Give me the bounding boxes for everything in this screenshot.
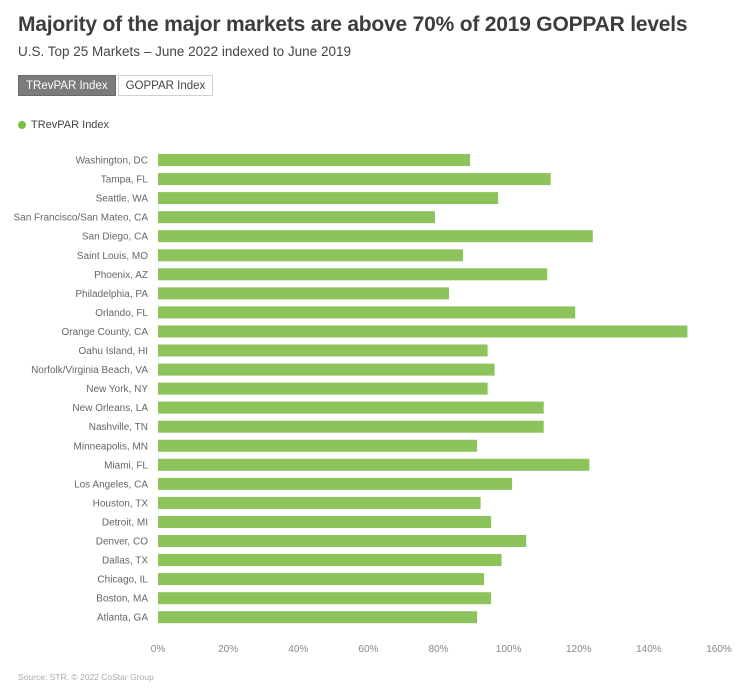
bar-24[interactable] <box>158 611 478 624</box>
bar-18[interactable] <box>158 496 481 509</box>
bar-11[interactable] <box>158 363 495 376</box>
x-tick-label-6: 120% <box>566 644 592 655</box>
x-tick-label-3: 60% <box>358 644 378 655</box>
category-label-10: Oahu Island, HI <box>79 346 148 357</box>
legend-dot-icon <box>18 121 26 129</box>
category-label-8: Orlando, FL <box>95 308 148 319</box>
category-label-14: Nashville, TN <box>89 422 148 433</box>
x-axis-tick-labels: 0% 20% 40% 60% 80% 100% 120% 140% 160% <box>151 644 732 655</box>
bar-7[interactable] <box>158 287 449 300</box>
x-tick-label-0: 0% <box>151 644 166 655</box>
category-label-20: Denver, CO <box>96 537 148 548</box>
index-toggle: TRevPAR Index GOPPAR Index <box>18 75 215 96</box>
category-label-3: San Francisco/San Mateo, CA <box>13 213 148 224</box>
category-label-22: Chicago, IL <box>97 575 148 586</box>
bar-12[interactable] <box>158 382 488 395</box>
category-label-11: Norfolk/Virginia Beach, VA <box>31 365 148 376</box>
x-tick-label-1: 20% <box>218 644 238 655</box>
category-label-19: Detroit, MI <box>102 518 148 529</box>
source-note: Source: STR. © 2022 CoStar Group <box>18 672 154 682</box>
goppar-index-button[interactable]: GOPPAR Index <box>117 75 214 96</box>
x-tick-label-2: 40% <box>288 644 308 655</box>
x-tick-label-7: 140% <box>636 644 662 655</box>
bar-8[interactable] <box>158 306 576 319</box>
bar-4[interactable] <box>158 230 593 243</box>
chart-title: Majority of the major markets are above … <box>18 13 688 36</box>
legend-label: TRevPAR Index <box>31 119 110 131</box>
category-label-9: Orange County, CA <box>61 327 148 338</box>
bar-22[interactable] <box>158 573 485 586</box>
category-label-5: Saint Louis, MO <box>77 251 148 262</box>
bar-3[interactable] <box>158 211 435 224</box>
x-tick-label-4: 80% <box>428 644 448 655</box>
bar-23[interactable] <box>158 592 492 605</box>
bar-5[interactable] <box>158 249 463 262</box>
chart-subtitle: U.S. Top 25 Markets – June 2022 indexed … <box>18 44 351 59</box>
category-label-17: Los Angeles, CA <box>74 479 148 490</box>
bar-15[interactable] <box>158 439 478 452</box>
bar-16[interactable] <box>158 458 590 471</box>
category-label-6: Phoenix, AZ <box>94 270 148 281</box>
category-label-2: Seattle, WA <box>96 194 149 205</box>
category-label-23: Boston, MA <box>96 594 148 605</box>
bar-17[interactable] <box>158 477 513 490</box>
bar-19[interactable] <box>158 516 492 528</box>
category-label-7: Philadelphia, PA <box>75 289 148 300</box>
bar-9[interactable] <box>158 325 688 338</box>
category-label-16: Miami, FL <box>104 460 148 471</box>
x-tick-label-5: 100% <box>496 644 522 655</box>
bar-2[interactable] <box>158 192 499 205</box>
category-label-18: Houston, TX <box>93 498 149 509</box>
category-label-0: Washington, DC <box>76 156 148 167</box>
bar-13[interactable] <box>158 401 544 414</box>
bar-6[interactable] <box>158 268 548 281</box>
bars-group <box>158 154 688 624</box>
category-labels: Washington, DC Tampa, FL Seattle, WA San Fr… <box>13 156 148 624</box>
bar-21[interactable] <box>158 554 502 566</box>
bar-1[interactable] <box>158 173 551 186</box>
category-label-12: New York, NY <box>86 384 148 395</box>
category-label-15: Minneapolis, MN <box>74 441 148 452</box>
category-label-24: Atlanta, GA <box>97 613 148 624</box>
bar-10[interactable] <box>158 344 488 357</box>
bar-0[interactable] <box>158 154 471 166</box>
trevpar-index-button[interactable]: TRevPAR Index <box>18 75 116 96</box>
bar-20[interactable] <box>158 535 527 547</box>
category-label-1: Tampa, FL <box>101 175 149 186</box>
legend[interactable]: TRevPAR Index <box>18 119 109 131</box>
bar-14[interactable] <box>158 420 544 433</box>
category-label-21: Dallas, TX <box>102 556 148 567</box>
category-label-13: New Orleans, LA <box>72 403 148 414</box>
x-tick-label-8: 160% <box>706 644 732 655</box>
category-label-4: San Diego, CA <box>82 232 148 243</box>
